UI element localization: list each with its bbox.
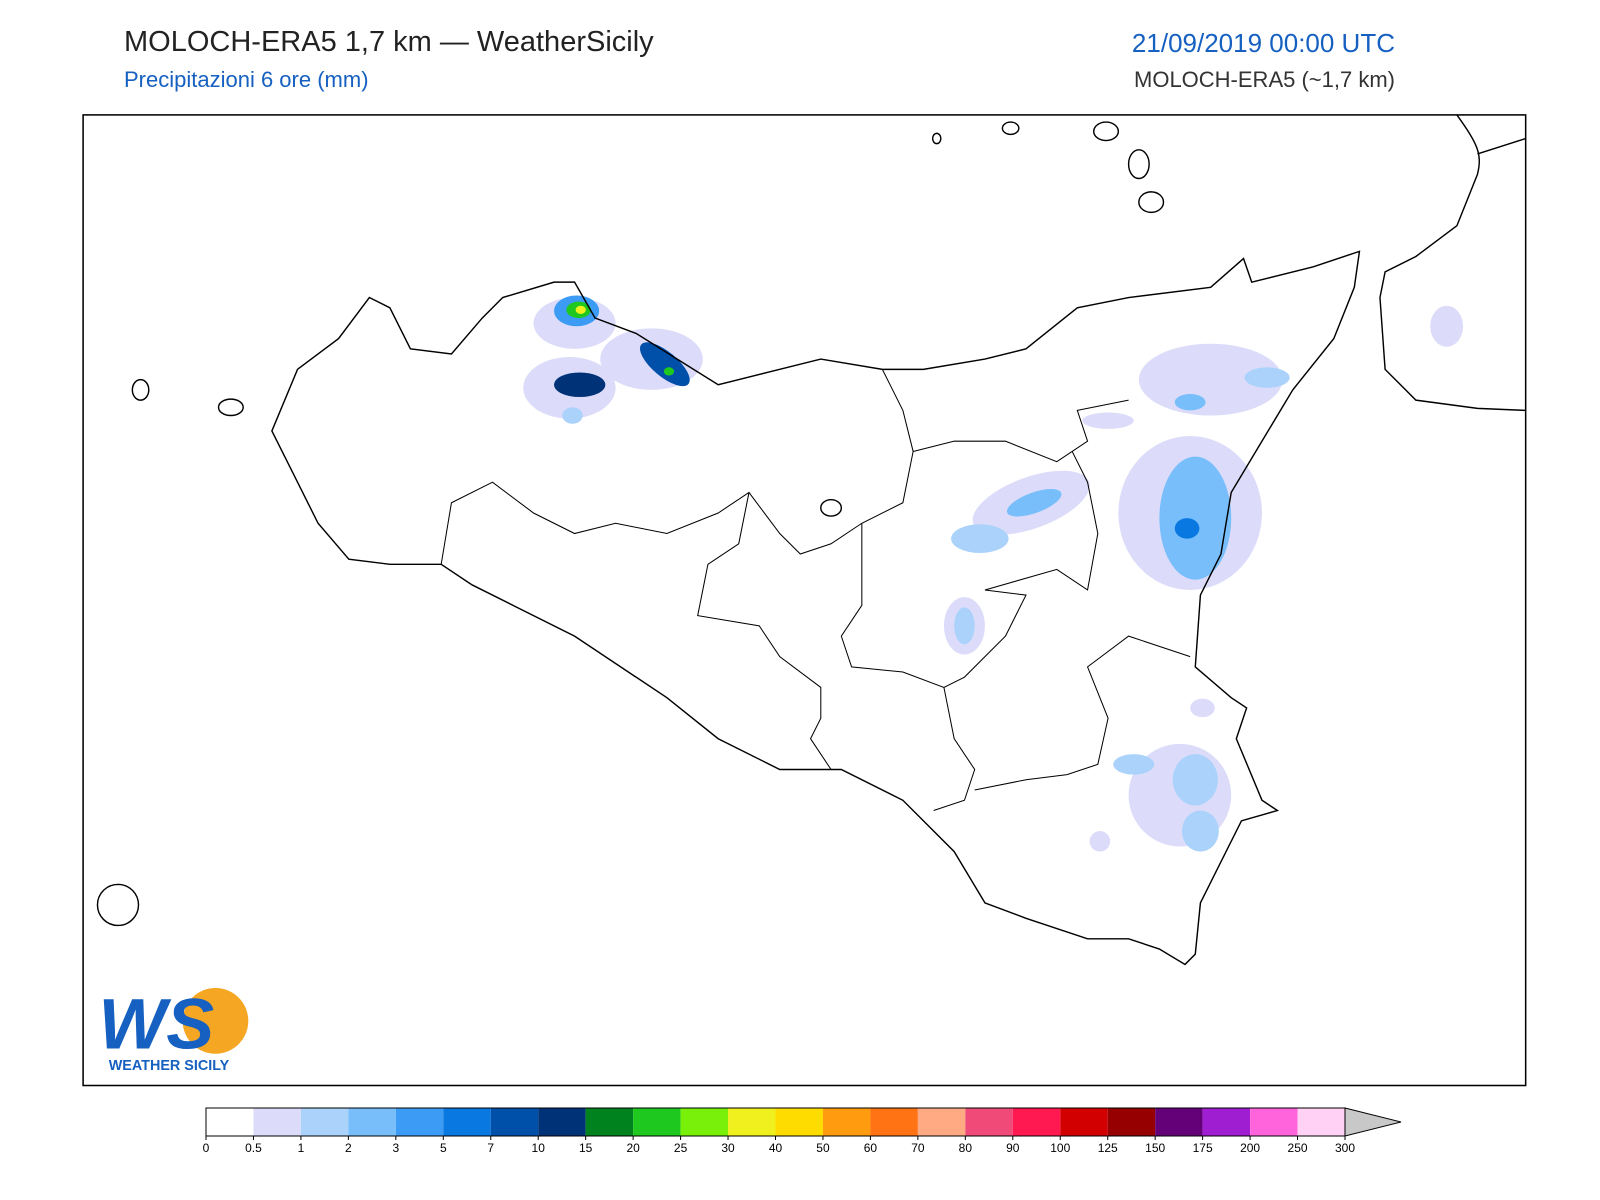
colorbar-tick-label: 2: [345, 1141, 352, 1155]
color-bin: [870, 1108, 918, 1136]
subtitle: Precipitazioni 6 ore (mm): [124, 67, 369, 92]
color-bin: [680, 1108, 729, 1136]
color-bin: [728, 1108, 776, 1136]
colorbar-tick-label: 200: [1240, 1141, 1260, 1155]
color-bin: [1012, 1108, 1061, 1136]
logo: WS WEATHER SICILY: [98, 985, 249, 1074]
colorbar-tick-label: 3: [392, 1141, 399, 1155]
color-bin: [965, 1108, 1013, 1136]
color-bin: [1202, 1108, 1251, 1136]
colorbar-tick-label: 0.5: [245, 1141, 262, 1155]
title: MOLOCH-ERA5 1,7 km — WeatherSicily: [124, 26, 654, 58]
colorbar-tick-label: 1: [298, 1141, 305, 1155]
color-bin: [538, 1108, 586, 1136]
color-bin: [348, 1108, 396, 1136]
colorbar-tick-label: 250: [1288, 1141, 1308, 1155]
color-bin: [917, 1108, 966, 1136]
colorbar-tick-label: 0: [203, 1141, 210, 1155]
model: MOLOCH-ERA5 (~1,7 km): [1134, 67, 1395, 92]
colorbar-tick-label: 10: [532, 1141, 546, 1155]
color-bin: [775, 1108, 823, 1136]
color-bin: [395, 1108, 444, 1136]
colorbar-tick-label: 175: [1193, 1141, 1213, 1155]
colorbar-tick-label: 300: [1335, 1141, 1355, 1155]
color-bin: [206, 1108, 254, 1136]
colorbar-tick-label: 80: [959, 1141, 973, 1155]
colorbar-tick-label: 20: [626, 1141, 640, 1155]
colorbar-tick-label: 70: [911, 1141, 925, 1155]
colorbar-tick-label: 25: [674, 1141, 688, 1155]
colorbar: 0 0.5 1 2 3 5 7 10 15 20 25 30 40 50 60 70 80 90 100 125 150…: [203, 1107, 1402, 1155]
color-bin: [822, 1108, 871, 1136]
colorbar-tick-label: 50: [816, 1141, 830, 1155]
province-borders: [440, 369, 1191, 812]
color-bin: [300, 1108, 349, 1136]
color-bin: [443, 1108, 491, 1136]
colorbar-tick-label: 100: [1050, 1141, 1070, 1155]
colorbar-tick-label: 90: [1006, 1141, 1020, 1155]
colorbar-tick-label: 15: [579, 1141, 593, 1155]
colorbar-tick-label: 40: [769, 1141, 783, 1155]
precipitation: [523, 295, 1464, 852]
colorbar-tick-label: 60: [864, 1141, 878, 1155]
colorbar-extend: [1344, 1107, 1402, 1137]
coastlines: [96, 114, 1526, 966]
colorbar-tick-label: 125: [1098, 1141, 1118, 1155]
colorbar-tick-label: 7: [487, 1141, 494, 1155]
logo-mark: WS: [98, 985, 214, 1065]
logo-text: WEATHER SICILY: [109, 1058, 230, 1074]
colorbar-tick-label: 150: [1145, 1141, 1165, 1155]
map-frame: [82, 114, 1527, 1087]
colorbar-tick-label: 30: [721, 1141, 735, 1155]
color-bin: [1107, 1108, 1156, 1136]
color-bin: [253, 1108, 301, 1136]
colorbar-tick-label: 5: [440, 1141, 447, 1155]
color-bin: [585, 1108, 634, 1136]
color-bin: [1297, 1108, 1345, 1136]
color-bin: [633, 1108, 681, 1136]
color-bin: [1155, 1108, 1203, 1136]
color-bin: [1060, 1108, 1108, 1136]
datetime: 21/09/2019 00:00 UTC: [1131, 28, 1395, 58]
color-bin: [1250, 1108, 1298, 1136]
color-bin: [490, 1108, 539, 1136]
